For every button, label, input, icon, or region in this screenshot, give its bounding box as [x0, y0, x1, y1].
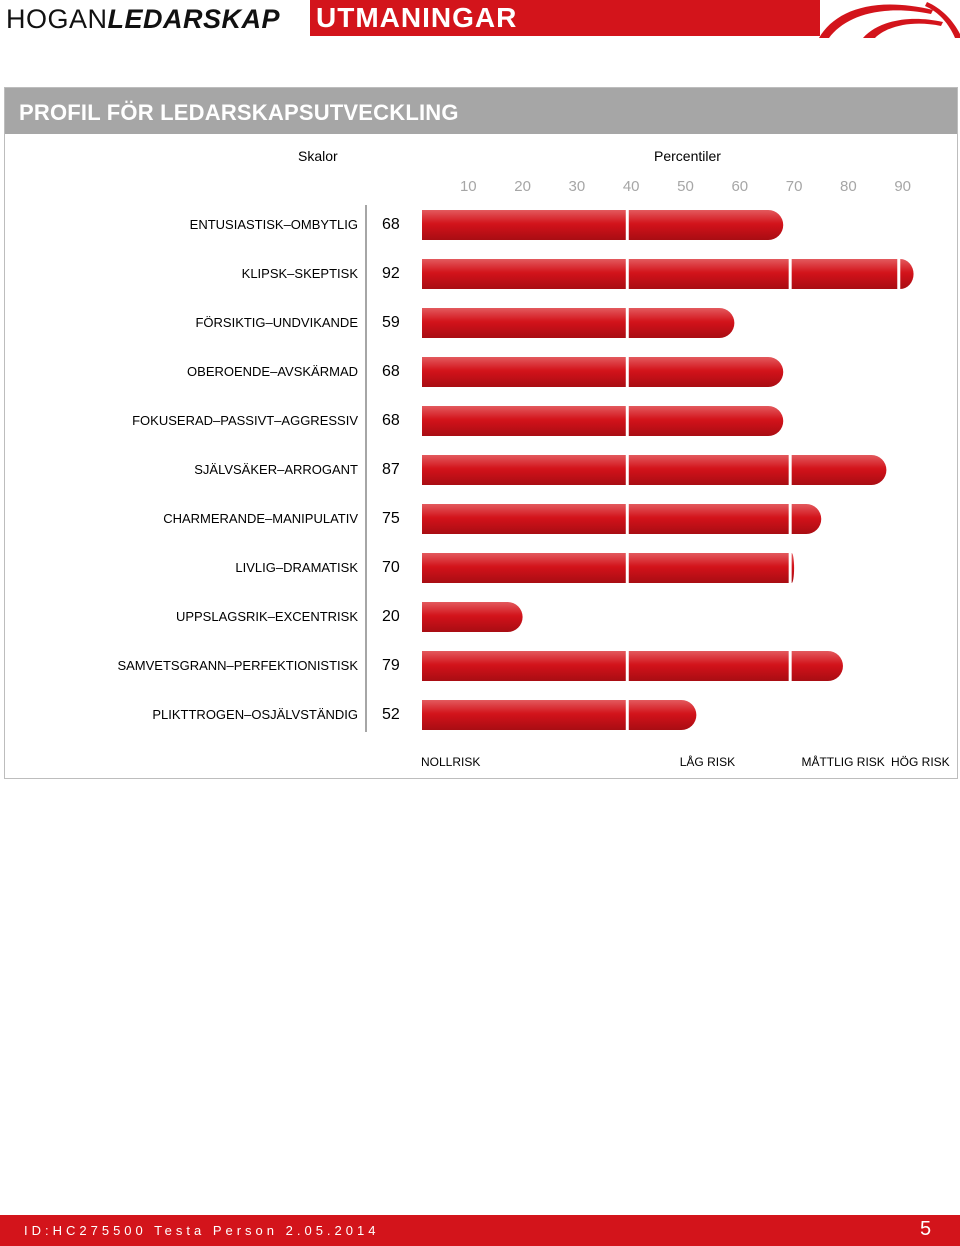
bar-segment — [628, 357, 784, 387]
score-value: 92 — [382, 265, 400, 282]
scale-label: FÖRSIKTIG–UNDVIKANDE — [195, 315, 358, 330]
bar-segment — [791, 651, 843, 681]
score-bar — [422, 651, 843, 681]
bar-segment — [791, 553, 795, 583]
bar-segment — [422, 406, 626, 436]
score-value: 70 — [382, 559, 400, 576]
bar-segment — [791, 259, 898, 289]
score-bar — [422, 602, 523, 632]
score-value: 52 — [382, 706, 400, 723]
score-value: 68 — [382, 216, 400, 233]
bar-segment — [628, 553, 789, 583]
bar-segment — [900, 259, 914, 289]
score-value: 68 — [382, 363, 400, 380]
product-title: UTMANINGAR — [316, 2, 518, 33]
bar-segment — [628, 406, 784, 436]
scales-column-header: Skalor — [298, 148, 338, 164]
risk-band-label: LÅG RISK — [679, 755, 736, 769]
x-tick-label: 20 — [514, 178, 531, 195]
x-tick-label: 70 — [785, 178, 803, 195]
bar-segment — [422, 308, 626, 338]
score-bar — [422, 259, 914, 289]
score-bar — [422, 357, 784, 387]
panel-title-bar: PROFIL FÖR LEDARSKAPSUTVECKLING — [5, 88, 957, 134]
scale-label: LIVLIG–DRAMATISK — [235, 560, 358, 575]
scale-label: SJÄLVSÄKER–ARROGANT — [194, 462, 358, 477]
score-bar — [422, 455, 887, 485]
bar-segment — [628, 259, 789, 289]
score-value: 59 — [382, 314, 400, 331]
percentiles-column-header: Percentiler — [654, 148, 721, 164]
panel-title: PROFIL FÖR LEDARSKAPSUTVECKLING — [19, 100, 459, 125]
scale-label: OBEROENDE–AVSKÄRMAD — [187, 364, 358, 379]
risk-band-label: MÅTTLIG RISK — [801, 755, 885, 769]
bar-segment — [422, 455, 626, 485]
scale-label: KLIPSK–SKEPTISK — [241, 266, 358, 281]
bar-segment — [791, 504, 822, 534]
bar-segment — [628, 455, 789, 485]
score-value: 75 — [382, 510, 400, 527]
bar-segment — [628, 651, 789, 681]
x-tick-label: 50 — [677, 178, 694, 195]
bar-segment — [791, 455, 887, 485]
score-value: 20 — [382, 608, 400, 625]
scale-label: ENTUSIASTISK–OMBYTLIG — [189, 217, 358, 232]
scale-label: SAMVETSGRANN–PERFEKTIONISTISK — [117, 658, 358, 673]
x-tick-label: 10 — [459, 178, 477, 195]
score-bar — [422, 308, 735, 338]
bar-segment — [422, 700, 626, 730]
page-number: 5 — [920, 1218, 932, 1240]
scale-label: FOKUSERAD–PASSIVT–AGGRESSIV — [132, 413, 358, 428]
brand-logo: HOGANLEDARSKAP — [6, 2, 280, 36]
risk-band-label: HÖG RISK — [891, 755, 950, 769]
bar-segment — [628, 700, 697, 730]
bar-segment — [422, 504, 626, 534]
scale-label: PLIKTTROGEN–OSJÄLVSTÄNDIG — [152, 707, 358, 722]
score-value: 68 — [382, 412, 400, 429]
bar-segment — [628, 308, 735, 338]
score-bar — [422, 210, 784, 240]
bar-segment — [628, 504, 789, 534]
x-tick-label: 60 — [731, 178, 749, 195]
score-bar — [422, 553, 795, 583]
footer-bar: ID:HC275500 Testa Person 2.05.2014 5 — [0, 1215, 960, 1246]
bar-segment — [422, 602, 523, 632]
swoosh-logo-icon — [819, 2, 960, 38]
brand-regular: HOGAN — [6, 4, 108, 34]
x-tick-label: 40 — [622, 178, 640, 195]
brand-bold: LEDARSKAP — [107, 4, 281, 34]
bars-area — [422, 210, 914, 730]
bar-segment — [628, 210, 784, 240]
bar-segment — [422, 651, 626, 681]
bar-segment — [422, 259, 626, 289]
product-band: UTMANINGAR — [310, 0, 820, 36]
bar-segment — [422, 553, 626, 583]
score-bar — [422, 700, 697, 730]
score-bar — [422, 504, 822, 534]
scores-divider — [365, 205, 367, 732]
scale-label: UPPSLAGSRIK–EXCENTRISK — [175, 609, 358, 624]
risk-band-label: NOLLRISK — [421, 755, 481, 769]
x-tick-label: 90 — [894, 178, 912, 195]
bar-segment — [422, 357, 626, 387]
x-tick-label: 80 — [840, 178, 857, 195]
score-value: 87 — [382, 461, 400, 478]
x-tick-label: 30 — [568, 178, 586, 195]
scale-label: CHARMERANDE–MANIPULATIV — [163, 511, 358, 526]
score-bar — [422, 406, 784, 436]
footer-id: ID:HC275500 Testa Person 2.05.2014 — [24, 1223, 380, 1238]
score-value: 79 — [382, 657, 400, 674]
bar-segment — [422, 210, 626, 240]
